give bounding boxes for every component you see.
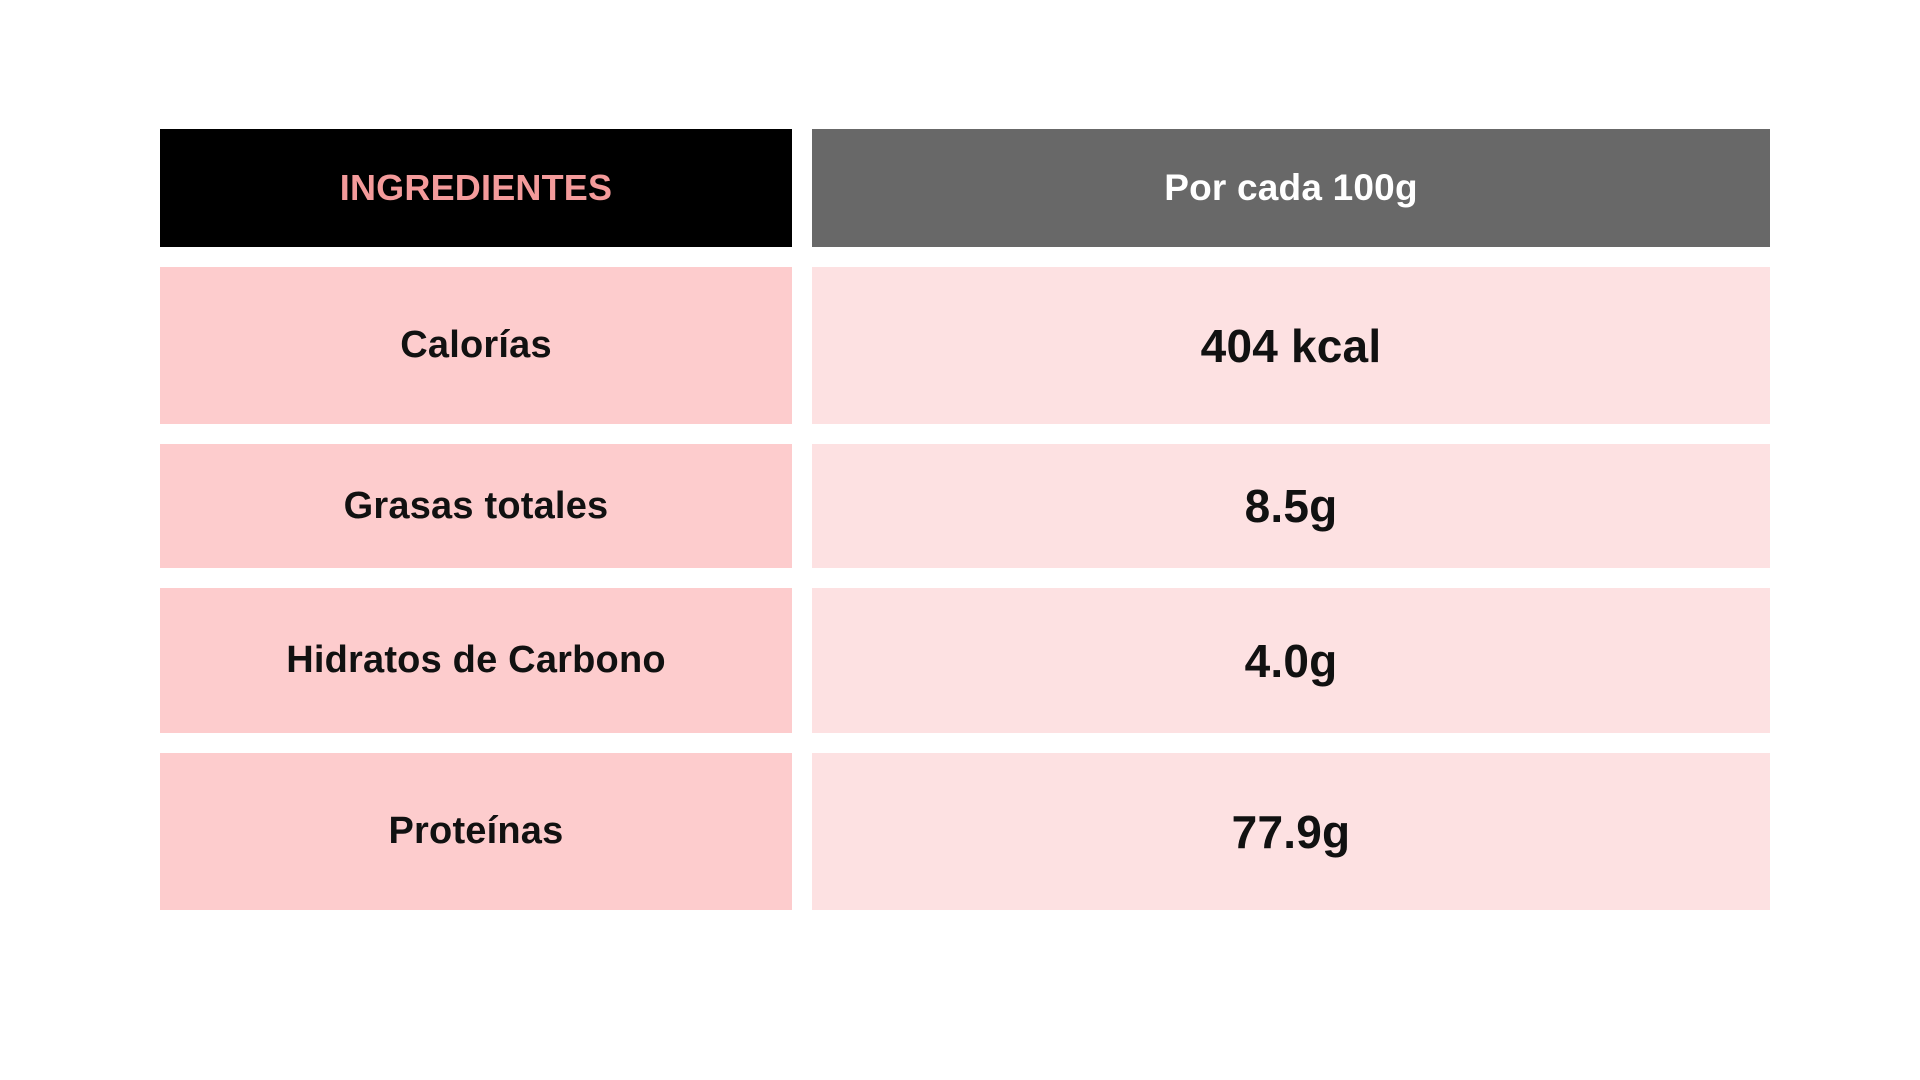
- row-label-total-fat: Grasas totales: [160, 444, 792, 568]
- row-label-carbohydrates: Hidratos de Carbono: [160, 588, 792, 733]
- row-label-calories: Calorías: [160, 267, 792, 424]
- row-value-proteins: 77.9g: [812, 753, 1770, 910]
- header-per-100g: Por cada 100g: [812, 129, 1770, 247]
- row-value-calories: 404 kcal: [812, 267, 1770, 424]
- row-value-total-fat: 8.5g: [812, 444, 1770, 568]
- row-label-proteins: Proteínas: [160, 753, 792, 910]
- header-ingredients: INGREDIENTES: [160, 129, 792, 247]
- row-value-carbohydrates: 4.0g: [812, 588, 1770, 733]
- nutrition-table: INGREDIENTES Por cada 100g Calorías 404 …: [160, 129, 1770, 910]
